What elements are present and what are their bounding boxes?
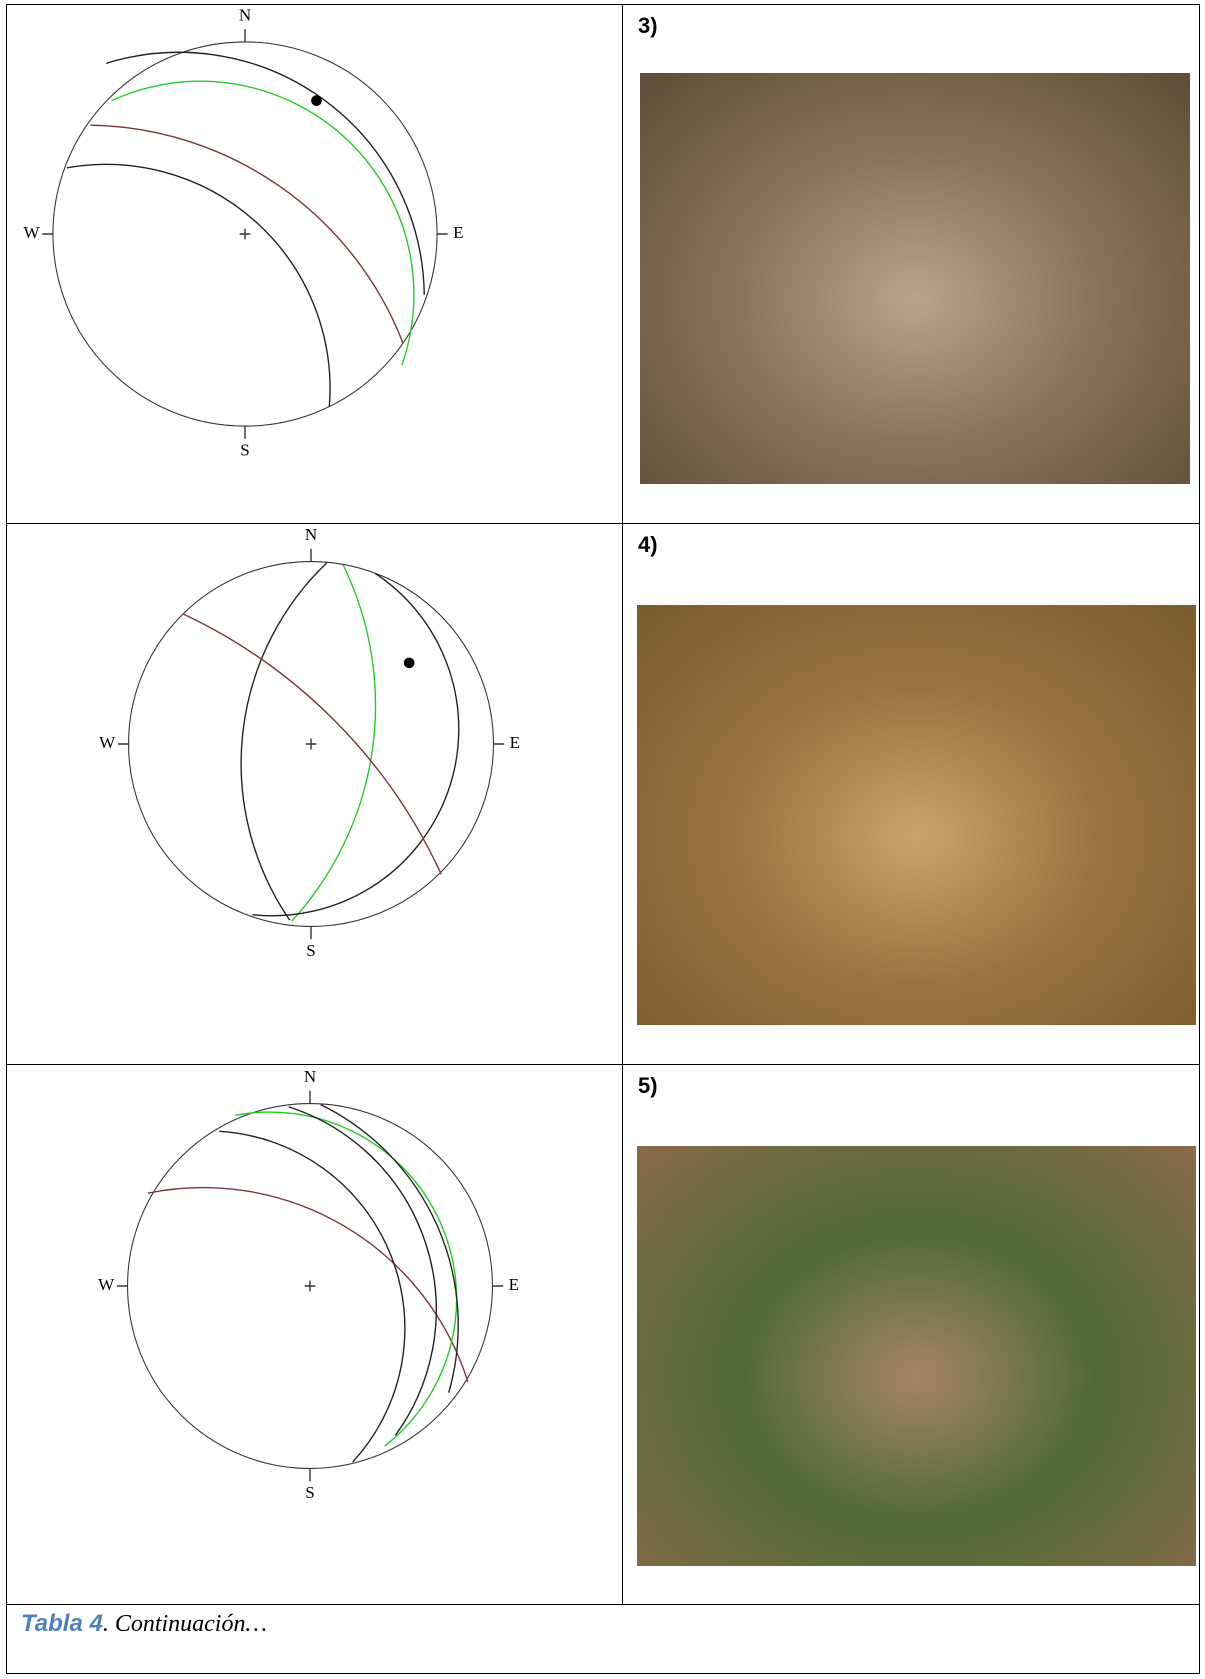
- great-circle: [291, 564, 377, 922]
- diagram-cell: N S E W: [6, 4, 623, 524]
- great-circle: [320, 1103, 459, 1393]
- great-circle: [90, 124, 404, 344]
- south-label: S: [240, 441, 250, 460]
- pole: [403, 657, 415, 669]
- west-label: W: [98, 1275, 115, 1294]
- row-label: 3): [638, 13, 658, 38]
- great-circle: [106, 51, 425, 295]
- photo-cell: 5): [622, 1064, 1200, 1605]
- photo-cell: 3): [622, 4, 1200, 524]
- stereonet-group: N S E W: [24, 5, 464, 459]
- ticks: [116, 1090, 504, 1482]
- west-label: W: [99, 733, 116, 752]
- great-circle: [111, 80, 415, 366]
- diagram-cell: N S E W: [6, 523, 623, 1065]
- center-cross: [304, 1280, 316, 1292]
- north-label: N: [304, 1067, 316, 1086]
- caption-cell: [6, 1604, 1200, 1674]
- caption-label: Tabla 4: [21, 1610, 103, 1637]
- east-label: E: [510, 733, 520, 752]
- center-cross: [239, 228, 251, 240]
- photo: [637, 1146, 1196, 1566]
- great-circle: [182, 613, 442, 875]
- stereonet-group: N S E W: [98, 1067, 519, 1502]
- ticks: [117, 548, 505, 940]
- east-label: E: [453, 223, 463, 242]
- row-label: 5): [638, 1073, 658, 1098]
- center-cross: [305, 738, 317, 750]
- photo: [640, 73, 1190, 484]
- diagram-cell: N S E W: [6, 1064, 623, 1605]
- great-circle: [219, 1130, 406, 1463]
- photo-cell: 4): [622, 523, 1200, 1065]
- great-circle: [66, 163, 331, 407]
- great-circle: [288, 1106, 437, 1436]
- south-label: S: [305, 1483, 315, 1502]
- photo: [637, 605, 1196, 1025]
- north-label: N: [305, 525, 317, 544]
- stereonet: N S E W: [98, 1067, 519, 1502]
- north-label: N: [239, 5, 251, 24]
- great-circle: [147, 1186, 469, 1383]
- stereonet: N S E W: [99, 525, 520, 960]
- caption: Tabla 4. Continuación…: [21, 1610, 267, 1638]
- great-circle: [235, 1111, 458, 1447]
- west-label: W: [24, 223, 41, 242]
- stereonet-group: N S E W: [99, 525, 520, 960]
- south-label: S: [306, 941, 316, 960]
- pole: [311, 95, 322, 106]
- great-circle: [240, 562, 328, 921]
- row-label: 4): [638, 532, 658, 557]
- ticks: [42, 29, 448, 439]
- stereonet: N S E W: [24, 5, 464, 459]
- east-label: E: [509, 1275, 519, 1294]
- great-circle: [252, 572, 460, 917]
- caption-text: . Continuación…: [102, 1611, 267, 1637]
